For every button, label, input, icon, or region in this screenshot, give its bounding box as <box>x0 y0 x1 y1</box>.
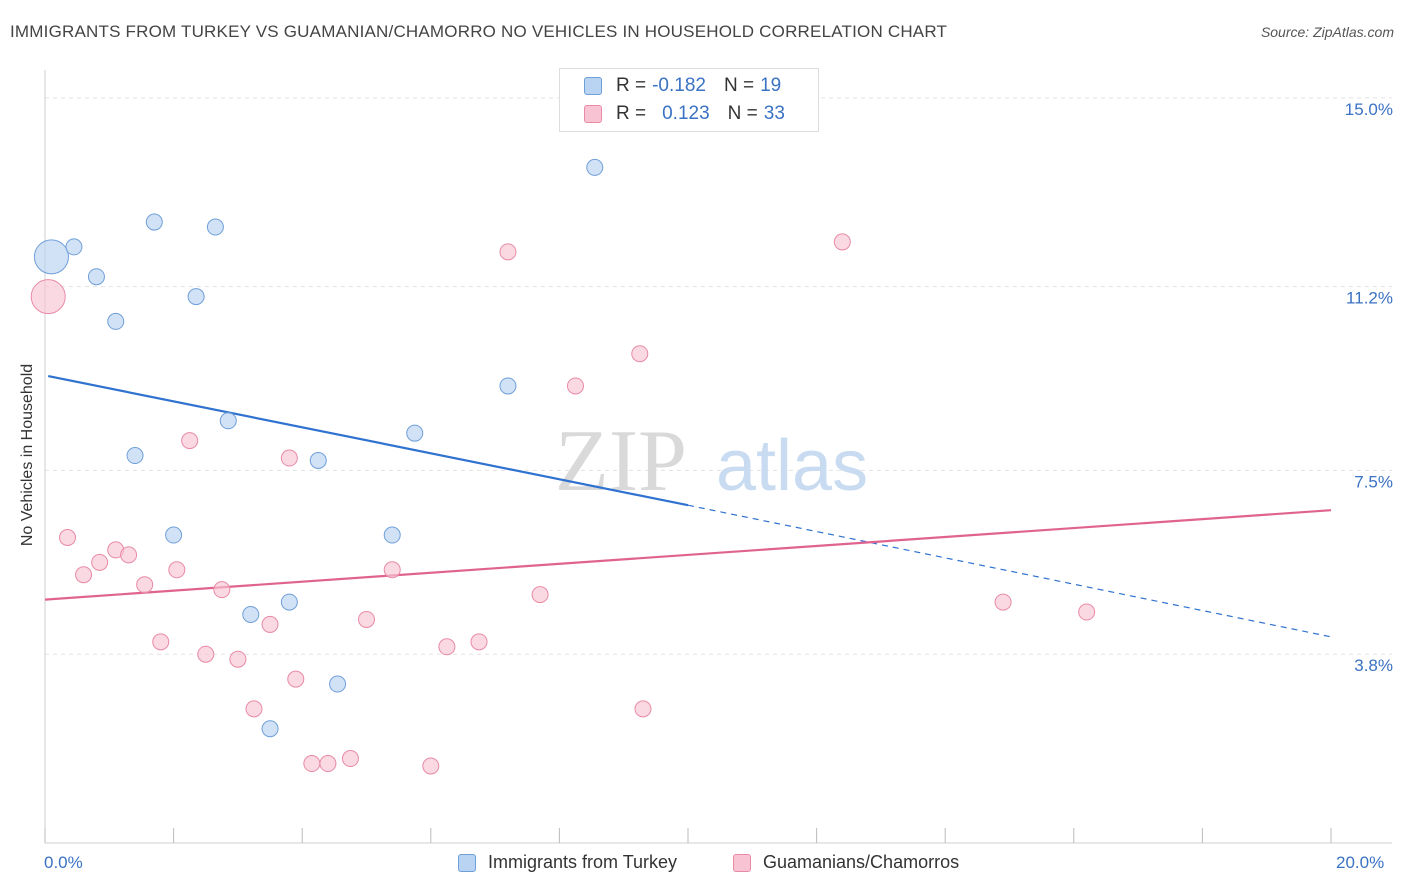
point-guamanian <box>1078 603 1096 621</box>
point-guamanian <box>245 700 263 718</box>
point-guamanian <box>181 432 199 450</box>
gridlines <box>45 97 1392 655</box>
point-guamanian <box>168 561 186 579</box>
trend-line-turkey-extension <box>687 504 1332 638</box>
y-tick-label: 11.2% <box>1346 289 1393 308</box>
point-turkey <box>309 452 327 469</box>
legend-label: Immigrants from Turkey <box>488 852 678 872</box>
stats-row-guamanian: R = 0.123 N = 33 <box>584 102 785 126</box>
point-guamanian <box>229 650 247 668</box>
y-tick-labels: 3.8% 7.5% 11.2% 15.0% <box>1345 100 1393 675</box>
point-turkey <box>33 239 69 275</box>
point-guamanian <box>30 279 66 315</box>
n-label: N = <box>723 75 755 96</box>
y-tick-label: 3.8% <box>1354 656 1393 675</box>
point-guamanian <box>261 615 279 633</box>
r-label: R = <box>616 103 647 124</box>
point-guamanian <box>631 345 649 363</box>
trend-line-turkey <box>47 374 689 507</box>
r-value: -0.182 <box>652 75 706 96</box>
point-turkey <box>586 158 604 176</box>
point-guamanian <box>152 633 170 651</box>
legend-item-turkey[interactable]: Immigrants from Turkey <box>458 852 677 873</box>
point-guamanian <box>531 586 549 604</box>
point-guamanian <box>136 576 154 594</box>
x-tick-label-min: 0.0% <box>44 853 83 872</box>
point-guamanian <box>566 377 584 395</box>
axes <box>44 70 1392 844</box>
point-guamanian <box>422 757 440 775</box>
point-turkey <box>126 447 144 465</box>
point-guamanian <box>303 755 321 773</box>
point-guamanian <box>197 645 215 663</box>
swatch-pink <box>733 853 751 872</box>
point-guamanian <box>634 700 652 718</box>
watermark-atlas: atlas <box>716 426 868 506</box>
legend-item-guamanian[interactable]: Guamanians/Chamorros <box>733 852 959 873</box>
point-guamanian <box>59 528 77 546</box>
point-turkey <box>242 605 260 623</box>
point-guamanian <box>470 633 488 651</box>
point-guamanian <box>319 755 337 773</box>
point-guamanian <box>91 553 109 571</box>
point-turkey <box>206 218 224 236</box>
point-turkey <box>406 424 424 442</box>
r-value: 0.123 <box>662 103 710 124</box>
point-turkey <box>187 288 205 306</box>
legend-label: Guamanians/Chamorros <box>763 852 960 872</box>
point-guamanian <box>994 593 1012 611</box>
swatch-blue <box>584 77 602 95</box>
watermark: ZIP atlas <box>555 413 868 510</box>
point-turkey <box>87 268 105 286</box>
n-value: 19 <box>760 75 782 96</box>
point-guamanian <box>287 670 305 688</box>
point-guamanian <box>120 546 138 564</box>
point-turkey <box>383 526 401 544</box>
data-points <box>30 158 1096 775</box>
n-label: N = <box>727 103 758 124</box>
point-guamanian <box>438 638 456 656</box>
point-turkey <box>145 213 163 231</box>
point-guamanian <box>213 581 231 599</box>
point-guamanian <box>499 243 517 261</box>
point-turkey <box>107 312 125 330</box>
point-turkey <box>280 593 298 611</box>
point-turkey <box>65 238 83 256</box>
point-guamanian <box>280 449 298 467</box>
point-guamanian <box>833 233 851 251</box>
source-label: Source: ZipAtlas.com <box>1260 24 1394 40</box>
n-value: 33 <box>763 103 785 124</box>
y-tick-label: 15.0% <box>1345 100 1393 119</box>
stats-row-turkey: R = -0.182 N = 19 <box>584 74 781 98</box>
point-turkey <box>261 720 279 738</box>
point-turkey <box>219 412 237 430</box>
point-turkey <box>499 377 517 395</box>
trend-lines <box>44 374 1332 638</box>
chart-title: IMMIGRANTS FROM TURKEY VS GUAMANIAN/CHAM… <box>10 22 948 41</box>
swatch-blue <box>458 853 476 872</box>
point-guamanian <box>358 610 375 628</box>
x-tick-label-max: 20.0% <box>1336 853 1385 872</box>
watermark-zip: ZIP <box>555 413 687 510</box>
stats-legend: R = -0.182 N = 19 R = 0.123 N = 33 <box>559 68 819 132</box>
trend-line-guamanian <box>44 509 1332 601</box>
point-guamanian <box>75 566 93 584</box>
r-label: R = <box>616 75 647 96</box>
point-guamanian <box>341 750 359 768</box>
point-turkey <box>329 675 347 693</box>
swatch-pink <box>584 105 602 123</box>
point-guamanian <box>383 561 401 579</box>
y-tick-label: 7.5% <box>1354 472 1393 491</box>
point-turkey <box>165 526 183 544</box>
